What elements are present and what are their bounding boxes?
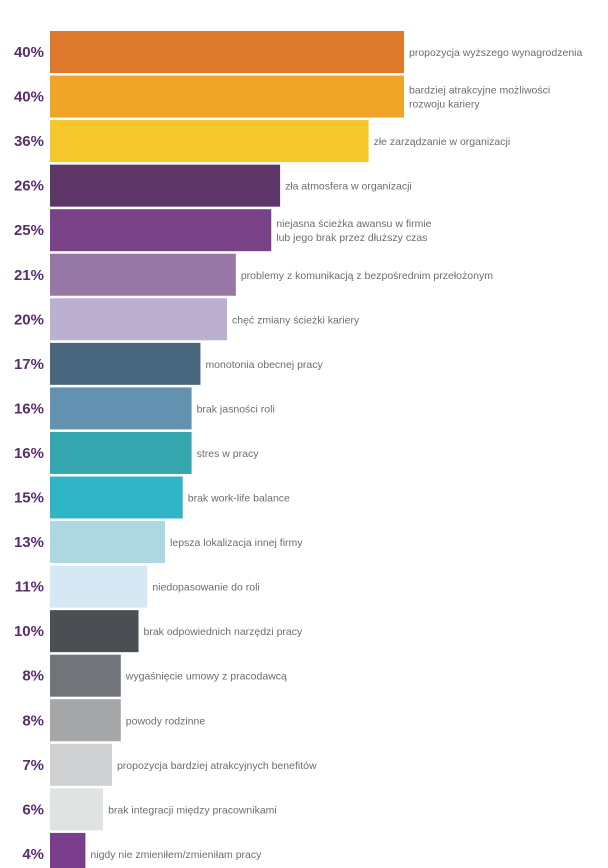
category-label: niejasna ścieżka awansu w firmie lub jego… [276,218,431,244]
bar-value-label: 16% [14,400,44,417]
category-label: problemy z komunikacją z bezpośrednim pr… [241,270,493,282]
category-label: chęć zmiany ścieżki kariery [232,314,360,326]
bar [50,788,104,831]
bar-value-label: 21% [14,267,44,284]
category-label: brak work-life balance [188,493,290,505]
bar [50,654,121,697]
bar [50,610,139,653]
bar [50,298,227,341]
bar [50,743,112,786]
category-label: stres w pracy [197,448,260,460]
bar [50,209,272,252]
bar-value-label: 16% [14,445,44,462]
bar-value-label: 25% [14,222,44,239]
category-label: bardziej atrakcyjne możliwości rozwoju ka… [409,85,550,111]
category-label: wygaśnięcie umowy z pracodawcą [125,671,287,683]
category-label: brak odpowiednich narzędzi pracy [144,626,304,638]
bar [50,476,183,519]
bar [50,31,404,73]
category-label: nigdy nie zmieniłem/zmieniłam pracy [90,849,262,861]
bar [50,75,404,118]
bar-value-label: 4% [22,846,44,863]
bar-value-label: 40% [14,89,44,106]
bar-value-label: 15% [14,490,44,507]
category-label: monotonia obecnej pracy [205,359,323,371]
category-label: brak jasności roli [197,403,275,415]
bar [50,164,281,207]
bar-value-label: 10% [14,623,44,640]
category-label: propozycja bardziej atrakcyjnych benefit… [117,760,317,772]
bar [50,387,192,430]
bar-value-label: 7% [22,757,44,774]
bar [50,342,201,385]
bar-value-label: 8% [22,712,44,729]
category-label: zła atmosfera w organizacji [285,181,412,193]
bar-value-label: 36% [14,133,44,150]
bar-value-label: 13% [14,534,44,551]
category-label: powody rodzinne [126,715,206,727]
bar-value-label: 8% [22,668,44,685]
bar [50,431,192,474]
bar-value-label: 11% [15,579,44,596]
bar [50,253,236,296]
bar [50,120,369,163]
category-label: złe zarządzanie w organizacji [374,136,511,148]
bar [50,832,86,868]
category-label: brak integracji między pracownikami [108,804,277,816]
bar [50,565,148,608]
bar [50,699,121,742]
bar-value-label: 26% [14,178,44,195]
bar-value-label: 40% [14,44,44,61]
bar-value-label: 20% [14,311,44,328]
category-label: lepsza lokalizacja innej firmy [170,537,303,549]
category-label: propozycja wyższego wynagrodzenia [409,47,583,59]
bar [50,521,166,564]
bar-value-label: 17% [14,356,44,373]
bar-value-label: 6% [22,801,44,818]
category-label: niedopasowanie do roli [152,582,259,594]
